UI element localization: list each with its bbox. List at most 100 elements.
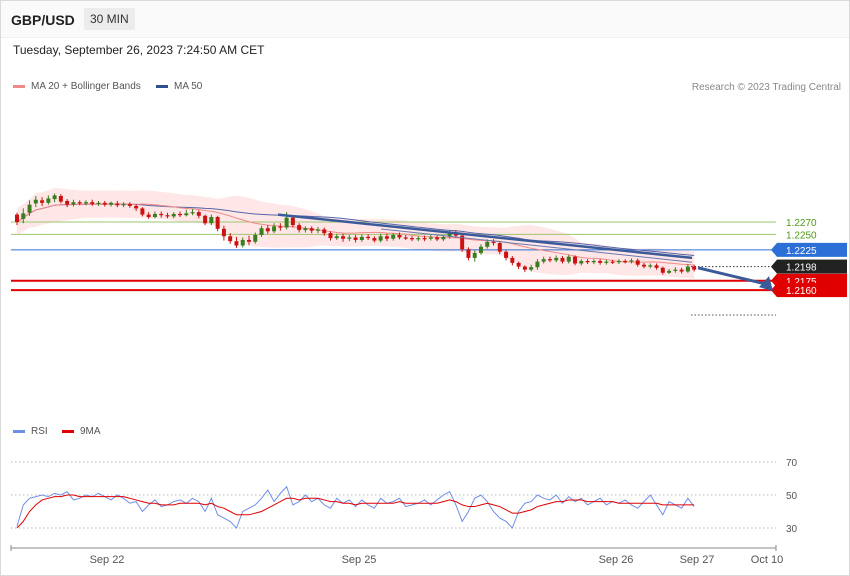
candle-body bbox=[246, 239, 251, 242]
candle-body bbox=[554, 257, 559, 261]
candle-body bbox=[642, 264, 646, 267]
ma9-swatch-icon bbox=[62, 429, 74, 433]
candle-body bbox=[522, 266, 527, 270]
candle-body bbox=[397, 234, 402, 238]
level-tag-pointer bbox=[771, 283, 777, 298]
level-tag-pointer bbox=[771, 259, 777, 274]
x-tick-label: Sep 26 bbox=[599, 554, 634, 566]
candle-body bbox=[240, 239, 245, 246]
candle-body bbox=[77, 202, 82, 204]
candle-body bbox=[516, 262, 521, 267]
candle-body bbox=[328, 233, 333, 239]
candle-body bbox=[90, 202, 95, 205]
forecast-arrowhead-icon bbox=[759, 276, 773, 292]
candle-body bbox=[190, 212, 195, 214]
candle-body bbox=[441, 236, 446, 240]
candle-body bbox=[410, 238, 415, 240]
candle-body bbox=[165, 215, 170, 217]
rsi-tick-label: 70 bbox=[786, 458, 798, 469]
x-tick-label: Sep 25 bbox=[342, 554, 377, 566]
candle-body bbox=[610, 261, 615, 263]
candle-body bbox=[366, 236, 371, 239]
timeframe-badge[interactable]: 30 MIN bbox=[84, 8, 135, 30]
candle-body bbox=[21, 213, 26, 219]
candle-body bbox=[629, 260, 634, 262]
level-label-2: 1.2225 bbox=[786, 246, 817, 257]
level-tag-pivot bbox=[777, 242, 847, 257]
level-label-3: 1.2198 bbox=[786, 263, 817, 274]
candle-body bbox=[447, 233, 452, 237]
level-label-4: 1.2175 bbox=[786, 277, 817, 288]
legend-ma20-bb-label: MA 20 + Bollinger Bands bbox=[31, 81, 141, 92]
candle-body bbox=[203, 215, 208, 224]
candle-body bbox=[497, 243, 502, 252]
candle-body bbox=[315, 229, 320, 231]
candle-body bbox=[679, 269, 684, 272]
legend-rsi: RSI bbox=[13, 426, 48, 437]
candle-body bbox=[334, 236, 339, 239]
legend-ma50: MA 50 bbox=[156, 81, 202, 92]
candle-body bbox=[259, 228, 264, 235]
legend-9ma-label: 9MA bbox=[80, 426, 101, 437]
level-label-1: 1.2250 bbox=[786, 230, 817, 241]
legend-ma50-label: MA 50 bbox=[174, 81, 203, 92]
candle-body bbox=[460, 235, 465, 250]
candle-body bbox=[347, 237, 352, 239]
level-tag-pointer bbox=[771, 242, 777, 257]
candle-body bbox=[52, 195, 57, 200]
candle-body bbox=[391, 234, 396, 239]
candle-body bbox=[134, 205, 139, 209]
candle-body bbox=[485, 241, 490, 247]
candle-body bbox=[547, 259, 552, 261]
ma20-swatch-icon bbox=[13, 84, 25, 88]
candle-body bbox=[560, 257, 565, 262]
candle-body bbox=[228, 236, 233, 242]
candle-body bbox=[184, 213, 189, 216]
rsi-tick-label: 30 bbox=[786, 524, 798, 535]
candle-body bbox=[692, 266, 697, 270]
ma50-trend-line bbox=[380, 228, 693, 263]
candle-body bbox=[171, 213, 176, 217]
x-tick-label: Sep 27 bbox=[680, 554, 715, 566]
candle-body bbox=[372, 238, 377, 241]
candle-body bbox=[591, 260, 596, 263]
candle-body bbox=[102, 202, 107, 205]
candle-body bbox=[265, 228, 270, 232]
candle-body bbox=[428, 237, 433, 239]
candle-body bbox=[159, 213, 164, 216]
candle-body bbox=[209, 217, 214, 224]
candle-body bbox=[322, 229, 327, 234]
legend-9ma: 9MA bbox=[62, 426, 101, 437]
timestamp: Tuesday, September 26, 2023 7:24:50 AM C… bbox=[13, 43, 265, 57]
ma50-swatch-icon bbox=[156, 84, 168, 88]
candle-body bbox=[65, 200, 70, 205]
candle-body bbox=[541, 259, 546, 262]
candle-body bbox=[478, 246, 483, 253]
candle-body bbox=[598, 260, 603, 263]
candle-body bbox=[58, 196, 63, 202]
candle-body bbox=[33, 199, 38, 204]
candle-body bbox=[654, 265, 659, 268]
candle-body bbox=[115, 203, 120, 206]
candle-body bbox=[353, 237, 358, 240]
candle-body bbox=[403, 237, 408, 239]
level-tag-support bbox=[777, 283, 847, 298]
candle-body bbox=[604, 261, 609, 263]
candle-body bbox=[290, 217, 295, 226]
legend-ma20-bb: MA 20 + Bollinger Bands bbox=[13, 81, 141, 92]
level-tag-pointer bbox=[771, 273, 777, 288]
candle-body bbox=[40, 200, 45, 203]
candle-body bbox=[529, 267, 534, 270]
candle-body bbox=[510, 257, 515, 263]
candle-body bbox=[635, 260, 640, 265]
candle-body bbox=[83, 202, 88, 204]
candle-body bbox=[535, 261, 540, 268]
candle-body bbox=[27, 204, 32, 213]
candle-body bbox=[96, 202, 101, 205]
candle-body bbox=[648, 265, 653, 267]
x-tick-label: Oct 10 bbox=[751, 554, 783, 566]
candle-body bbox=[673, 269, 678, 271]
candle-body bbox=[309, 228, 314, 231]
candle-body bbox=[109, 202, 114, 205]
